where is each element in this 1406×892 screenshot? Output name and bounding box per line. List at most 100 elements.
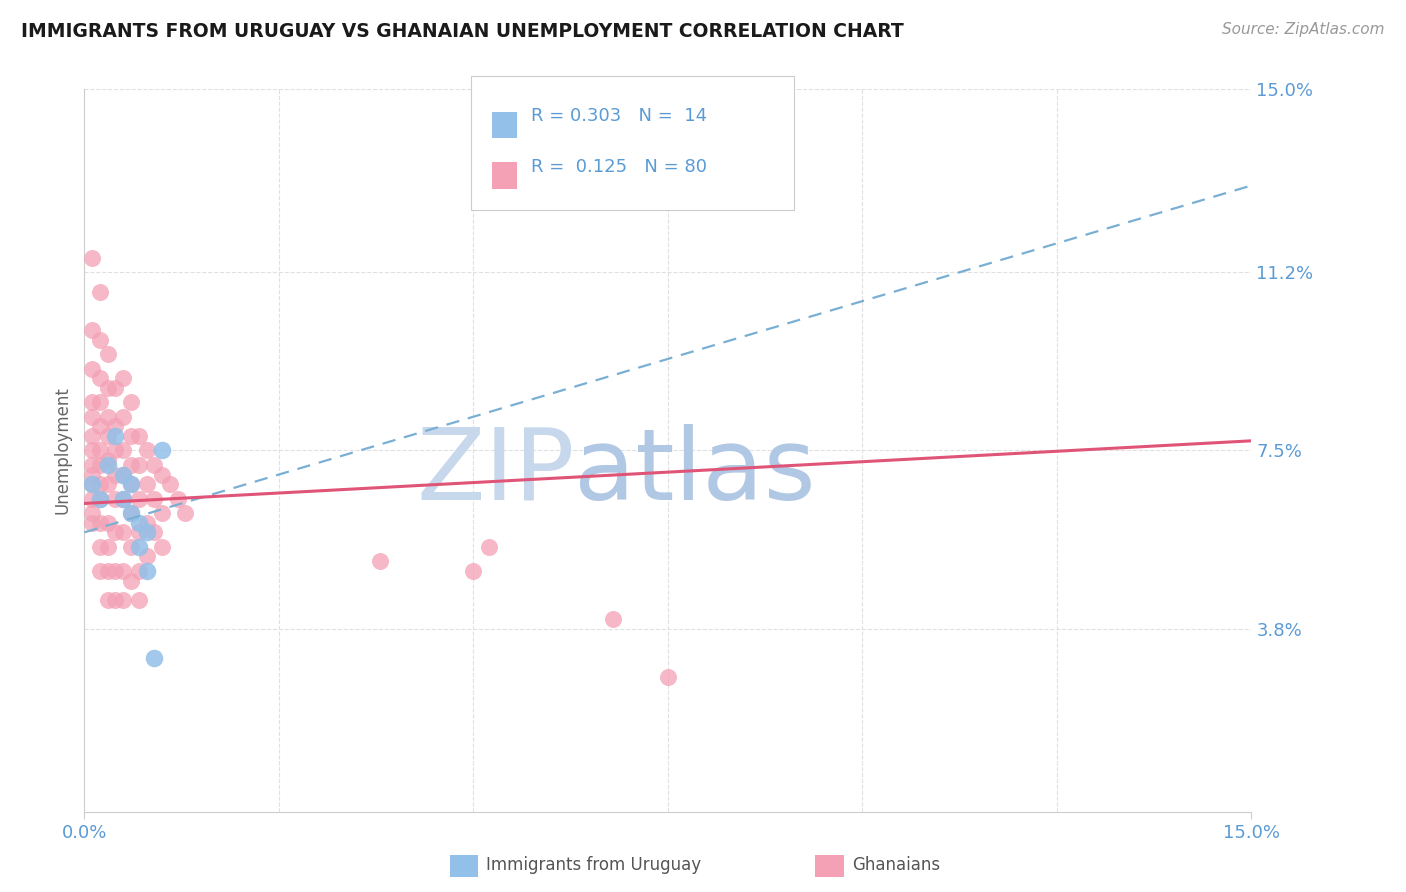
Text: Source: ZipAtlas.com: Source: ZipAtlas.com xyxy=(1222,22,1385,37)
Point xyxy=(657,670,679,684)
Point xyxy=(97,477,120,491)
Text: R =  0.125   N = 80: R = 0.125 N = 80 xyxy=(531,158,707,176)
Text: Immigrants from Uruguay: Immigrants from Uruguay xyxy=(486,856,702,874)
Point xyxy=(135,564,157,578)
Point xyxy=(97,453,120,467)
Point xyxy=(97,564,120,578)
Point xyxy=(135,477,157,491)
Point xyxy=(97,409,120,424)
Text: R = 0.303   N =  14: R = 0.303 N = 14 xyxy=(531,107,707,125)
Point xyxy=(82,477,104,491)
Point xyxy=(602,612,624,626)
Point xyxy=(82,429,104,443)
Point xyxy=(104,467,127,482)
Point xyxy=(135,549,157,564)
Point xyxy=(97,540,120,554)
Point xyxy=(128,592,150,607)
Point xyxy=(82,251,104,265)
Point xyxy=(150,506,173,520)
Point xyxy=(135,525,157,540)
Point xyxy=(128,564,150,578)
Point xyxy=(135,443,157,458)
Point xyxy=(112,467,135,482)
Point xyxy=(159,477,181,491)
Point xyxy=(143,458,166,472)
Point xyxy=(112,443,135,458)
Point xyxy=(82,395,104,409)
Point xyxy=(112,592,135,607)
Point xyxy=(128,516,150,530)
Point xyxy=(478,540,501,554)
Point xyxy=(82,443,104,458)
Point xyxy=(128,429,150,443)
Point xyxy=(120,540,142,554)
Point xyxy=(143,525,166,540)
Point xyxy=(104,592,127,607)
Point xyxy=(112,467,135,482)
Text: atlas: atlas xyxy=(575,424,815,521)
Point xyxy=(128,458,150,472)
Point xyxy=(82,467,104,482)
Point xyxy=(89,371,111,385)
Point xyxy=(104,525,127,540)
Point xyxy=(135,516,157,530)
Point xyxy=(104,419,127,434)
Point xyxy=(120,477,142,491)
Point xyxy=(128,540,150,554)
Point xyxy=(120,506,142,520)
Point xyxy=(120,477,142,491)
Point xyxy=(120,574,142,588)
Point xyxy=(150,467,173,482)
Text: ZIP: ZIP xyxy=(416,424,575,521)
Y-axis label: Unemployment: Unemployment xyxy=(53,386,72,515)
Point xyxy=(97,592,120,607)
Point xyxy=(97,381,120,395)
Point xyxy=(112,371,135,385)
Point xyxy=(143,491,166,506)
Point xyxy=(143,650,166,665)
Point xyxy=(97,347,120,361)
Point xyxy=(112,491,135,506)
Point xyxy=(128,525,150,540)
Point xyxy=(82,477,104,491)
Point xyxy=(89,285,111,299)
Point xyxy=(120,429,142,443)
Point xyxy=(89,395,111,409)
Point xyxy=(112,564,135,578)
Point xyxy=(97,458,120,472)
Point xyxy=(89,419,111,434)
Point xyxy=(112,525,135,540)
Point xyxy=(89,516,111,530)
Point xyxy=(104,429,127,443)
Point xyxy=(82,491,104,506)
Point xyxy=(166,491,188,506)
Point xyxy=(463,564,485,578)
Point xyxy=(82,361,104,376)
Point xyxy=(104,564,127,578)
Text: IMMIGRANTS FROM URUGUAY VS GHANAIAN UNEMPLOYMENT CORRELATION CHART: IMMIGRANTS FROM URUGUAY VS GHANAIAN UNEM… xyxy=(21,22,904,41)
Point xyxy=(150,540,173,554)
Point xyxy=(501,188,523,202)
Point xyxy=(104,381,127,395)
Point xyxy=(150,443,173,458)
Point xyxy=(82,323,104,337)
Point xyxy=(89,477,111,491)
Point xyxy=(104,491,127,506)
Point xyxy=(89,458,111,472)
Point xyxy=(112,409,135,424)
Point xyxy=(82,516,104,530)
Point xyxy=(89,491,111,506)
Point xyxy=(89,564,111,578)
Point xyxy=(120,458,142,472)
Point xyxy=(82,409,104,424)
Point xyxy=(82,458,104,472)
Text: Ghanaians: Ghanaians xyxy=(852,856,941,874)
Point xyxy=(89,491,111,506)
Point xyxy=(120,506,142,520)
Point xyxy=(104,443,127,458)
Point xyxy=(89,333,111,347)
Point xyxy=(82,506,104,520)
Point xyxy=(97,429,120,443)
Point xyxy=(174,506,197,520)
Point xyxy=(112,491,135,506)
